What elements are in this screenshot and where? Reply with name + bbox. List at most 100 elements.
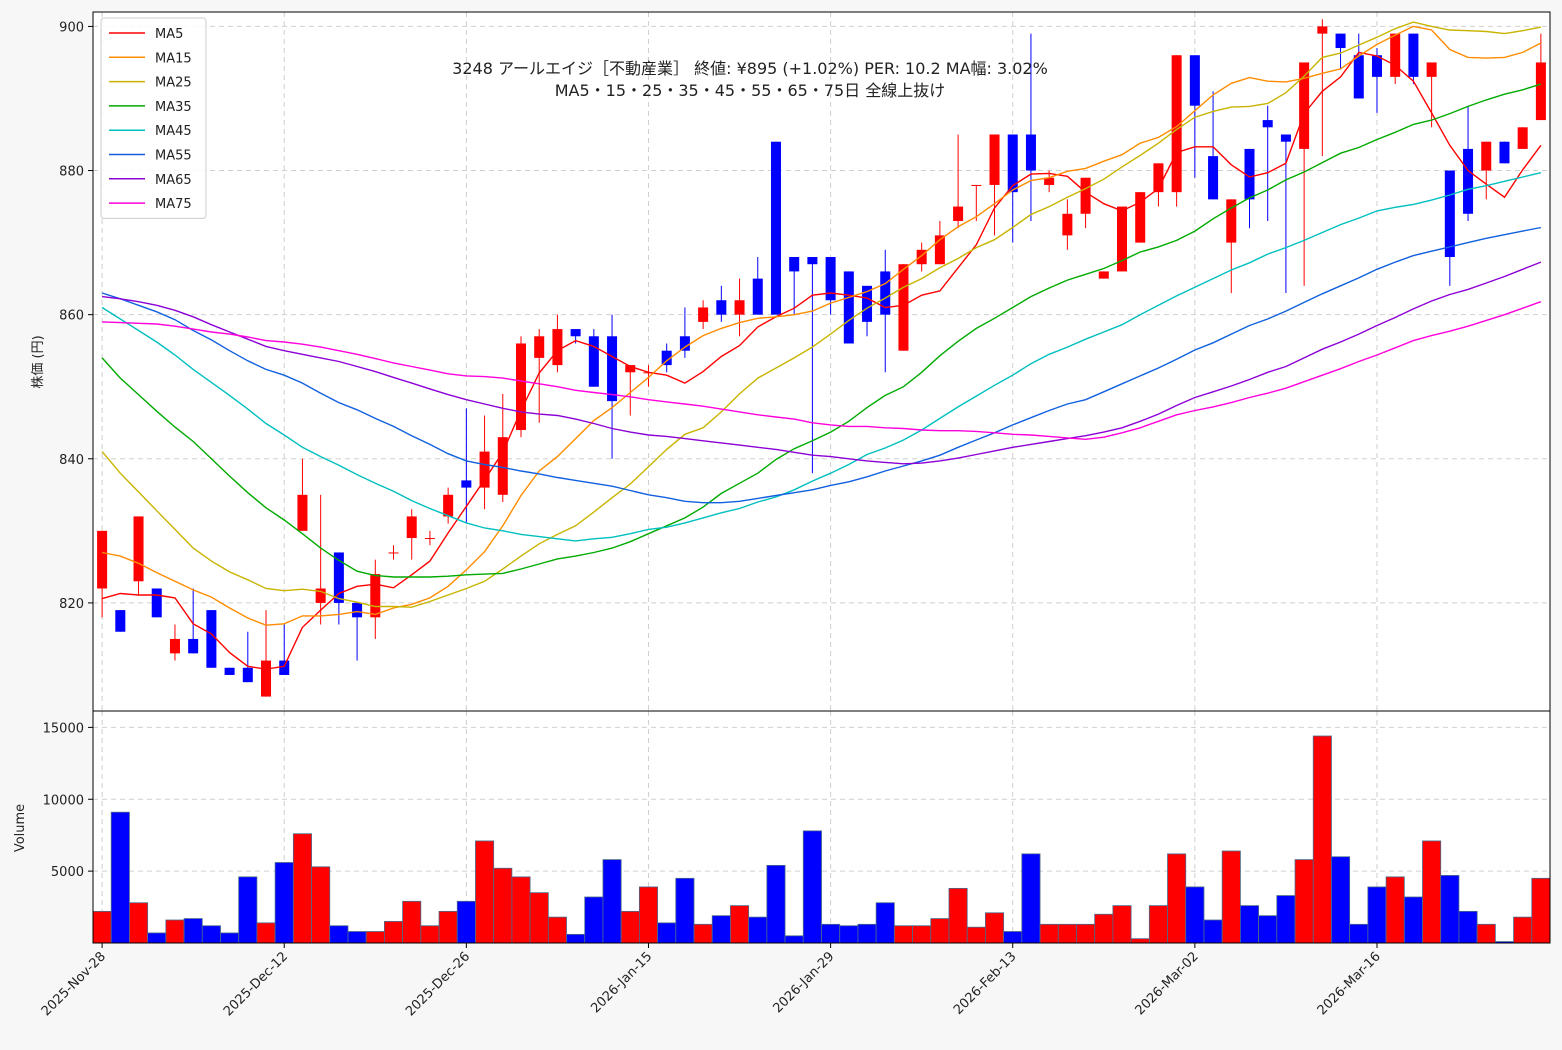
volume-bar [256, 922, 276, 944]
volume-bar [1458, 910, 1478, 944]
candle-body [843, 271, 854, 344]
volume-axis-label: Volume [13, 804, 28, 852]
candle-body [716, 300, 727, 315]
candle-body [497, 437, 508, 495]
candle-body [1426, 62, 1437, 77]
candle-body [169, 638, 180, 654]
volume-bar [1239, 905, 1259, 944]
price-tick-label: 820 [59, 597, 84, 612]
candle-body [807, 257, 818, 265]
volume-bar [1367, 886, 1387, 944]
candle-body [1353, 55, 1364, 99]
candle-body [971, 184, 982, 186]
candle-body [679, 336, 690, 351]
candle-body [734, 300, 745, 315]
volume-bar [1531, 877, 1551, 944]
candle-body [1171, 55, 1182, 193]
volume-bar [220, 932, 240, 944]
candle-body [698, 307, 709, 322]
candle-body [1481, 141, 1492, 171]
candle-body [315, 588, 326, 603]
legend-label: MA5 [155, 27, 183, 42]
volume-bar [1203, 919, 1223, 944]
volume-bar [311, 866, 331, 944]
volume-bar [1130, 938, 1150, 944]
candle-body [224, 667, 235, 675]
candle-body [862, 285, 873, 322]
candle-body [588, 336, 599, 387]
volume-bar [620, 910, 640, 944]
volume-bar [547, 916, 567, 944]
legend: MA5 MA15 MA25 MA35 MA45 MA55 MA65 MA75 [100, 17, 207, 219]
volume-bar [165, 919, 185, 944]
candle-body [1390, 33, 1401, 77]
volume-bar [784, 935, 804, 944]
candle-body [115, 610, 126, 632]
candle-body [151, 588, 162, 618]
ma-line-ma35 [101, 83, 1542, 578]
volume-bar [383, 921, 404, 944]
candle-body [1153, 163, 1164, 193]
volume-bar [438, 910, 458, 944]
volume-bar [1076, 923, 1096, 944]
volume-bar [347, 931, 367, 944]
volume-bar [1403, 896, 1423, 944]
price-axis-label: 株価 (円) [31, 335, 46, 388]
volume-bar [584, 896, 604, 944]
volume-bar [985, 912, 1005, 944]
candle-body [388, 552, 399, 554]
volume-bar [1294, 859, 1314, 944]
candle-body [752, 278, 763, 315]
volume-bar [183, 918, 203, 944]
candle-body [1262, 120, 1273, 128]
candle-body [1189, 55, 1200, 106]
candle-body [443, 494, 454, 517]
candle-body [1463, 148, 1474, 214]
volume-bar [274, 862, 294, 944]
volume-bar [365, 931, 385, 944]
candle-body [1280, 134, 1291, 142]
volume-bar [1349, 923, 1369, 944]
volume-bar [948, 887, 968, 944]
chart-title-line2: MA5・15・25・35・45・55・65・75日 全線上抜け [555, 81, 946, 100]
candle-body [1098, 271, 1109, 279]
legend-label: MA45 [155, 124, 192, 139]
volume-bar [292, 833, 312, 944]
volume-bar [930, 918, 950, 944]
candle-body [1517, 127, 1528, 149]
candle-body [1007, 134, 1018, 193]
candle-body [661, 350, 672, 366]
volume-bar [857, 923, 877, 944]
volume-bar [1148, 905, 1168, 944]
volume-bar [402, 900, 422, 944]
volume-bar [475, 840, 495, 944]
candle-body [97, 530, 108, 589]
volume-bar [1312, 735, 1332, 944]
candle-body [515, 343, 527, 430]
volume-bar [1185, 886, 1205, 944]
candle-body [352, 602, 363, 618]
candle-body [406, 516, 417, 539]
candle-body [570, 329, 581, 337]
candle-body [1226, 199, 1237, 243]
candle-body [825, 257, 836, 301]
volume-bar [1057, 923, 1077, 944]
volume-bar [511, 876, 531, 944]
volume-bar [1003, 931, 1023, 944]
volume-bar [129, 902, 149, 944]
candle-body [261, 660, 272, 697]
volume-bar [730, 905, 750, 944]
candle-body [898, 264, 909, 351]
candle-body [370, 574, 381, 618]
candle-body [1535, 62, 1546, 121]
candle-body [424, 538, 435, 540]
volume-bar [1039, 923, 1059, 944]
price-panel: 820 840 860 880 900 [59, 0, 1551, 712]
volume-bar [657, 922, 677, 944]
volume-bar [147, 932, 167, 944]
volume-bar [1258, 915, 1278, 944]
volume-bar [92, 910, 112, 944]
price-tick-label: 860 [59, 309, 84, 324]
legend-label: MA35 [155, 100, 192, 115]
candle-body [297, 494, 308, 531]
